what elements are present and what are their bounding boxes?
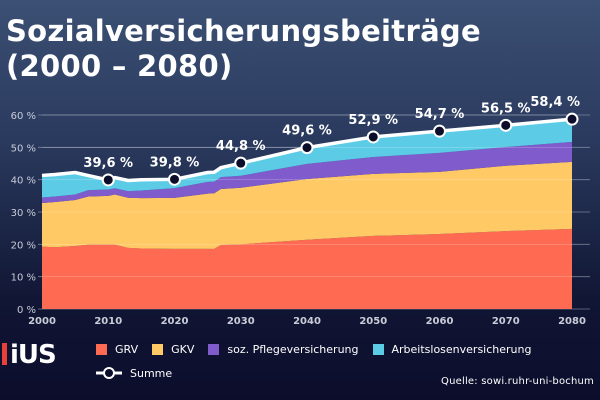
legend-item-grv: GRV <box>96 343 138 356</box>
x-tick-label: 2010 <box>94 316 122 327</box>
logo: iUS <box>2 340 57 370</box>
legend-swatch <box>372 344 384 355</box>
y-tick-label: 10 % <box>11 273 36 284</box>
summe-data-label: 52,9 % <box>348 113 398 128</box>
summe-data-label: 58,4 % <box>530 95 580 110</box>
summe-data-label: 39,8 % <box>150 155 200 170</box>
area-arbeitslosenversicherung <box>42 120 572 198</box>
summe-line-icon <box>96 367 122 379</box>
summe-data-label: 56,5 % <box>481 101 531 116</box>
summe-data-label: 44,8 % <box>216 139 266 154</box>
summe-marker <box>433 124 446 138</box>
y-tick-label: 40 % <box>11 176 36 187</box>
summe-marker <box>499 118 513 132</box>
legend-item-gkv: GKV <box>152 343 194 356</box>
y-tick-label: 0 % <box>17 305 36 316</box>
x-tick-label: 2020 <box>161 316 189 327</box>
summe-data-label: 39,6 % <box>83 156 133 171</box>
legend-swatch <box>208 344 220 355</box>
title-line-1: Sozialversicherungsbeiträge <box>6 14 481 48</box>
area-gkv <box>42 161 572 249</box>
summe-marker <box>168 172 181 186</box>
legend-item-pflege: soz. Pflegeversicherung <box>208 343 359 356</box>
chart-title: Sozialversicherungsbeiträge (2000 – 2080… <box>6 14 481 84</box>
summe-marker <box>565 112 579 126</box>
legend-swatch <box>96 344 107 355</box>
legend-item-summe: Summe <box>96 366 172 380</box>
legend: GRV GKV soz. Pflegeversicherung Arbeitsl… <box>96 343 596 356</box>
summe-data-label: 54,7 % <box>415 107 465 122</box>
y-tick-label: 20 % <box>11 240 36 251</box>
y-tick-label: 30 % <box>11 208 36 219</box>
summe-data-label: 49,6 % <box>282 124 332 139</box>
y-tick-label: 50 % <box>11 143 36 154</box>
legend-swatch <box>152 344 164 355</box>
x-tick-label: 2040 <box>293 316 321 327</box>
y-tick-label: 60 % <box>11 111 36 122</box>
summe-marker <box>300 141 314 155</box>
x-tick-label: 2000 <box>28 316 56 327</box>
summe-marker <box>366 130 380 144</box>
source-note: Quelle: sowi.ruhr-uni-bochum <box>441 376 594 387</box>
x-tick-label: 2060 <box>426 316 454 327</box>
x-tick-label: 2070 <box>492 316 520 327</box>
summe-marker <box>234 156 248 170</box>
x-tick-label: 2050 <box>359 316 387 327</box>
x-tick-label: 2030 <box>227 316 255 327</box>
summe-line <box>41 117 573 183</box>
area-soz-pflegeversicherung <box>42 141 572 203</box>
legend-item-alv: Arbeitslosenversicherung <box>372 343 531 356</box>
summe-marker <box>101 173 115 187</box>
title-line-2: (2000 – 2080) <box>6 49 233 83</box>
x-tick-label: 2080 <box>558 316 586 327</box>
